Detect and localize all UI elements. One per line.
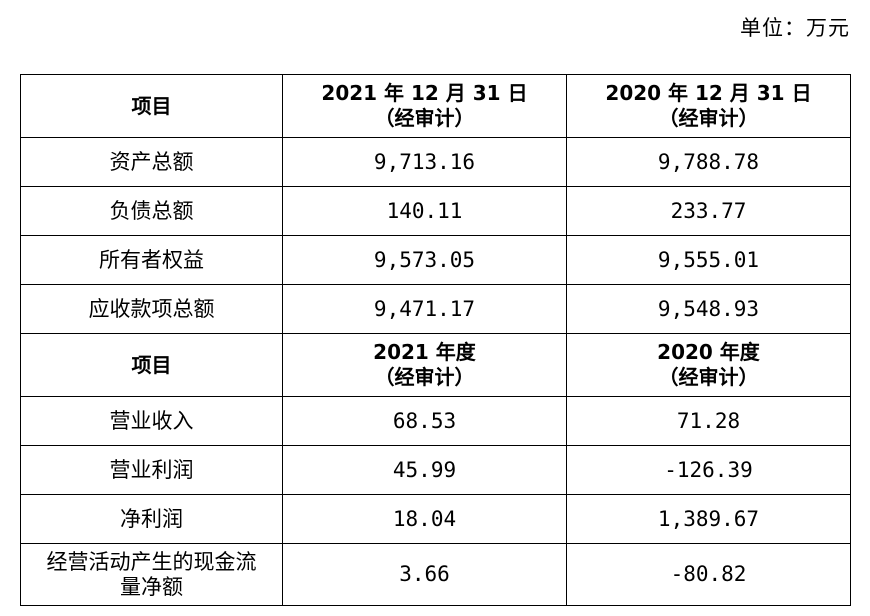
row-label: 营业收入 — [20, 396, 283, 446]
row-label: 经营活动产生的现金流 量净额 — [20, 543, 283, 606]
header-2020-date: 2020 年 12 月 31 日 — [605, 81, 812, 105]
value-2020: 9,788.78 — [566, 137, 851, 187]
table-row: 营业利润 45.99 -126.39 — [20, 445, 851, 495]
header-2021-year: 2021 年度 — [373, 340, 476, 364]
row-label: 负债总额 — [20, 186, 283, 236]
row-label-line2: 量净额 — [120, 574, 183, 599]
header-2020-audited: （经审计） — [658, 365, 759, 389]
header-2021-audited: （经审计） — [374, 106, 475, 130]
value-2021: 9,713.16 — [282, 137, 567, 187]
unit-label: 单位：万元 — [740, 16, 850, 40]
value-2020: -126.39 — [566, 445, 851, 495]
header-2020-year: 2020 年度 — [657, 340, 760, 364]
header-2021-cell: 2021 年 12 月 31 日 （经审计） — [282, 74, 567, 138]
row-label: 资产总额 — [20, 137, 283, 187]
value-2020: 9,555.01 — [566, 235, 851, 285]
value-2020: 9,548.93 — [566, 284, 851, 334]
row-label: 营业利润 — [20, 445, 283, 495]
value-2021: 68.53 — [282, 396, 567, 446]
header-item-cell: 项目 — [20, 74, 283, 138]
row-label-line1: 经营活动产生的现金流 — [46, 549, 257, 574]
row-label: 应收款项总额 — [20, 284, 283, 334]
header-2020-cell: 2020 年 12 月 31 日 （经审计） — [566, 74, 851, 138]
table-row: 应收款项总额 9,471.17 9,548.93 — [20, 284, 851, 334]
row-label: 净利润 — [20, 494, 283, 544]
header-2020-audited: （经审计） — [658, 106, 759, 130]
table-row: 资产总额 9,713.16 9,788.78 — [20, 137, 851, 187]
value-2021: 9,471.17 — [282, 284, 567, 334]
table-row: 营业收入 68.53 71.28 — [20, 396, 851, 446]
table-row: 经营活动产生的现金流 量净额 3.66 -80.82 — [20, 543, 851, 606]
header-2021-audited: （经审计） — [374, 365, 475, 389]
value-2020: 1,389.67 — [566, 494, 851, 544]
value-2021: 9,573.05 — [282, 235, 567, 285]
table-row: 所有者权益 9,573.05 9,555.01 — [20, 235, 851, 285]
value-2021: 45.99 — [282, 445, 567, 495]
table-row: 净利润 18.04 1,389.67 — [20, 494, 851, 544]
value-2020: 71.28 — [566, 396, 851, 446]
header-2021-date: 2021 年 12 月 31 日 — [321, 81, 528, 105]
value-2020: 233.77 — [566, 186, 851, 236]
income-header-row: 项目 2021 年度 （经审计） 2020 年度 （经审计） — [20, 333, 851, 397]
row-label: 所有者权益 — [20, 235, 283, 285]
value-2021: 140.11 — [282, 186, 567, 236]
value-2020: -80.82 — [566, 543, 851, 606]
table-row: 负债总额 140.11 233.77 — [20, 186, 851, 236]
header-2020-cell: 2020 年度 （经审计） — [566, 333, 851, 397]
value-2021: 18.04 — [282, 494, 567, 544]
header-item-cell: 项目 — [20, 333, 283, 397]
financial-table: 项目 2021 年 12 月 31 日 （经审计） 2020 年 12 月 31… — [20, 74, 851, 606]
balance-header-row: 项目 2021 年 12 月 31 日 （经审计） 2020 年 12 月 31… — [20, 74, 851, 138]
value-2021: 3.66 — [282, 543, 567, 606]
header-2021-cell: 2021 年度 （经审计） — [282, 333, 567, 397]
